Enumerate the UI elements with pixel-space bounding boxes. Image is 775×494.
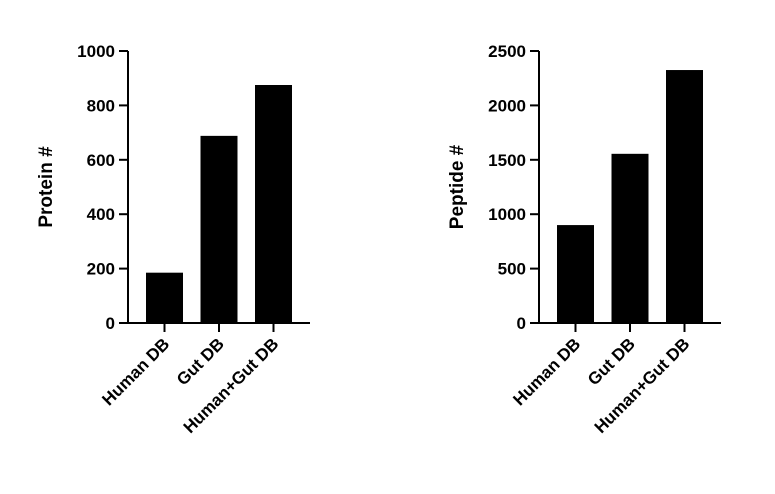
y-tick-label: 0	[517, 314, 526, 333]
y-axis-title: Protein #	[36, 146, 57, 228]
bar-human-gut-db	[666, 70, 703, 323]
y-tick-label: 600	[87, 151, 115, 170]
peptide-count-chart: Peptide # 0 500 1000 1500 2000 2500 Human DB Gu…	[447, 42, 721, 437]
bar-human-db	[146, 272, 183, 323]
x-tick-label: Human+Gut DB	[591, 334, 694, 437]
y-tick-label: 1000	[488, 205, 526, 224]
y-axis-title: Peptide #	[447, 144, 468, 229]
y-tick-label: 1500	[488, 151, 526, 170]
bar-gut-db	[200, 135, 238, 323]
y-tick-label: 500	[498, 260, 526, 279]
x-tick-label: Human DB	[98, 334, 173, 409]
bar-human-db	[557, 225, 594, 323]
bar-human-gut-db	[255, 85, 292, 323]
x-tick-label: Gut DB	[173, 334, 228, 389]
y-tick-label: 400	[87, 205, 115, 224]
y-tick-label: 2500	[488, 42, 526, 61]
y-tick-label: 200	[87, 260, 115, 279]
x-tick-label: Human+Gut DB	[180, 334, 283, 437]
y-tick-label: 800	[87, 96, 115, 115]
protein-count-chart: Protein # 0 200 400 600 800 1000 Human DB Gut D…	[36, 42, 310, 437]
x-tick-label: Gut DB	[584, 334, 639, 389]
y-tick-label: 0	[106, 314, 115, 333]
y-tick-label: 1000	[77, 42, 115, 61]
bar-gut-db	[611, 153, 649, 323]
y-tick-label: 2000	[488, 96, 526, 115]
x-tick-label: Human DB	[509, 334, 584, 409]
